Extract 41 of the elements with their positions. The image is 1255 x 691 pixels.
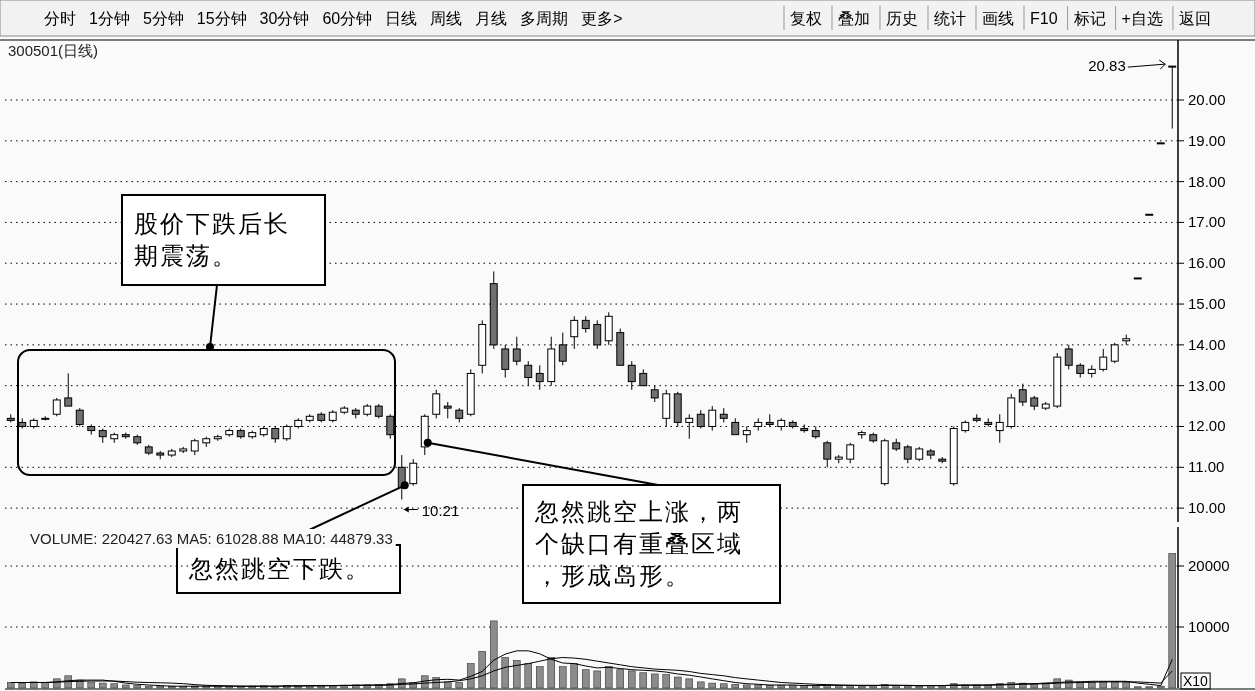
y-tick-label: 11.00	[1188, 458, 1225, 476]
annotation: 20.83	[1088, 57, 1126, 75]
text: 5分钟	[142, 10, 184, 27]
chart-title: VOLUME: 220427.63 MA5: 61028.88 MA10: 44879.33	[30, 530, 393, 547]
y-tick-label: 17.00	[1188, 213, 1226, 231]
text: X10	[1183, 673, 1209, 689]
annotation: 10.21	[421, 501, 460, 519]
text: 历史	[886, 10, 918, 27]
y-tick-label: 19.00	[1188, 131, 1226, 149]
annotation: 忽然跳空上涨，两个缺口有重叠区域，形成岛形。	[534, 498, 743, 589]
text: 画线	[982, 10, 1014, 27]
text: 复权	[790, 10, 822, 27]
y-tick-label: 20000	[1188, 557, 1230, 575]
y-tick-label: 18.00	[1188, 172, 1226, 190]
text: 统计	[934, 10, 966, 27]
y-tick-label: 10000	[1188, 618, 1230, 636]
annotation: 忽然跳空下跌。	[188, 555, 371, 582]
y-tick-label: 15.00	[1188, 295, 1226, 313]
text: 周线	[430, 10, 463, 27]
annotation: 股价下跌后长期震荡。	[134, 210, 290, 269]
text: 日线	[385, 10, 418, 27]
text: 返回	[1178, 10, 1211, 27]
text: 30分钟	[259, 10, 310, 27]
text: 60分钟	[322, 10, 373, 27]
y-tick-label: 20.00	[1188, 90, 1226, 108]
y-tick-label: 10.00	[1188, 499, 1226, 517]
text: 多周期	[520, 10, 569, 27]
text: 分时	[44, 10, 76, 27]
text: 1分钟	[89, 10, 130, 27]
text: 叠加	[838, 10, 870, 27]
text: 更多>	[581, 10, 623, 27]
text: 月线	[475, 10, 508, 27]
y-tick-label: 16.00	[1188, 254, 1226, 272]
text: F10	[1030, 10, 1058, 27]
text: 标记	[1072, 10, 1106, 27]
chart-title: 300501(日线)	[8, 42, 99, 59]
text: 15分钟	[196, 10, 247, 27]
y-tick-label: 13.00	[1188, 376, 1226, 394]
y-tick-label: 14.00	[1188, 335, 1226, 353]
text: +自选	[1121, 10, 1163, 27]
y-tick-label: 12.00	[1188, 417, 1226, 435]
